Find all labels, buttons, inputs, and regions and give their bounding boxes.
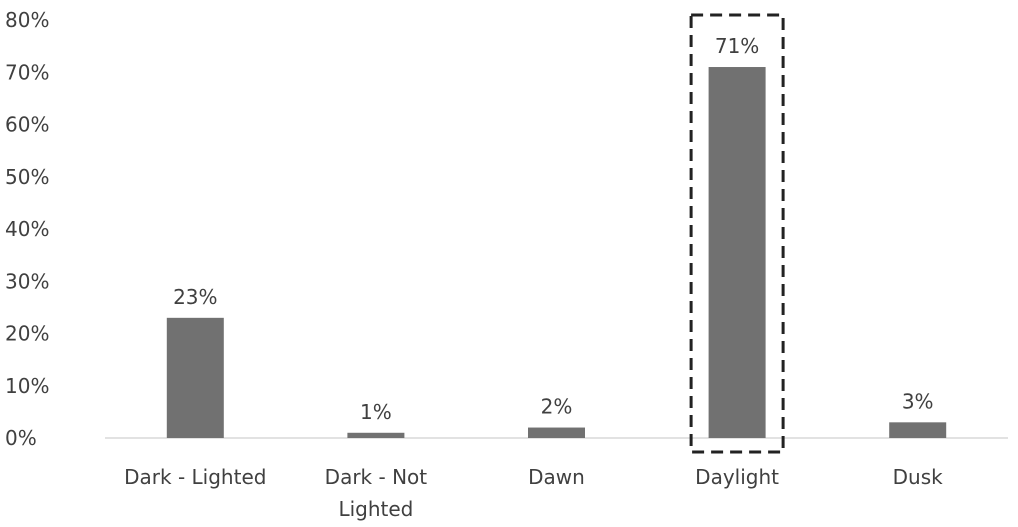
- y-axis-ticks: 0% 10% 20% 30% 40% 50% 60% 70% 80%: [5, 8, 49, 450]
- bar: [347, 432, 405, 438]
- category-label: Daylight: [695, 465, 779, 489]
- y-tick-label: 0%: [5, 426, 37, 450]
- y-tick-label: 40%: [5, 217, 49, 241]
- data-label: 71%: [715, 34, 759, 58]
- highlight-box: [689, 13, 785, 454]
- y-tick-label: 10%: [5, 374, 49, 398]
- category-label: Dark - Lighted: [124, 465, 266, 489]
- category-label: Dark - Not Lighted: [325, 465, 428, 521]
- bar: [528, 427, 585, 438]
- category-label: Dawn: [528, 465, 585, 489]
- category-label: Dusk: [893, 465, 943, 489]
- y-tick-label: 70%: [5, 60, 49, 84]
- bar: [166, 317, 224, 438]
- y-tick-label: 60%: [5, 113, 49, 137]
- data-label: 3%: [902, 389, 934, 413]
- data-label: 23%: [173, 285, 217, 309]
- x-axis-categories: Dark - Lighted Dark - Not Lighted Dawn Dayli…: [124, 465, 943, 521]
- data-label: 2%: [541, 395, 573, 419]
- y-tick-label: 30%: [5, 269, 49, 293]
- y-tick-label: 80%: [5, 8, 49, 32]
- bar: [889, 422, 947, 438]
- bar: [708, 67, 766, 439]
- y-tick-label: 20%: [5, 322, 49, 346]
- data-label: 1%: [360, 400, 392, 424]
- y-tick-label: 50%: [5, 165, 49, 189]
- bars: [166, 67, 947, 439]
- data-labels: 23% 1% 2% 71% 3%: [173, 34, 933, 424]
